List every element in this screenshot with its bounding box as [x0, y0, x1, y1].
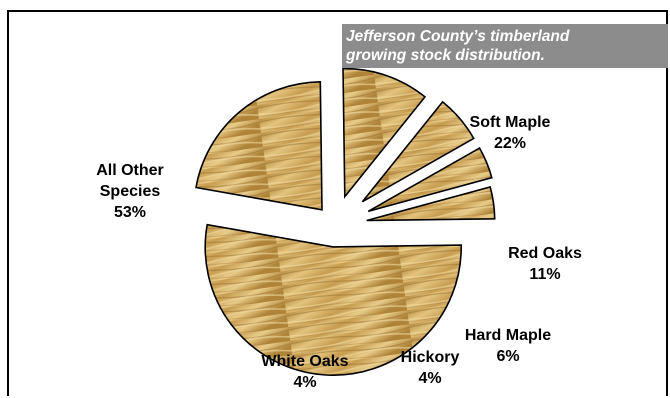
slice-label-soft-maple-percent: 22%: [494, 135, 526, 152]
slice-label-white-oaks-percent: 4%: [293, 374, 316, 391]
chart-title: Jefferson County’s timberland growing st…: [342, 24, 668, 68]
slice-label-red-oaks-percent: 11%: [529, 266, 560, 283]
slice-label-hickory-percent: 4%: [418, 370, 441, 387]
slice-label-all-other-species-percent: 53%: [114, 204, 146, 221]
slice-label-all-other-species-name: Species: [100, 183, 161, 200]
slice-label-hard-maple-name: Hard Maple: [465, 327, 551, 344]
slice-label-hickory-name: Hickory: [401, 349, 460, 366]
pie-slice-soft-maple: [195, 80, 323, 211]
pie-slice-hard-maple: [361, 100, 475, 203]
slice-label-red-oaks-name: Red Oaks: [508, 245, 582, 262]
slice-label-soft-maple-name: Soft Maple: [470, 114, 551, 131]
slice-label-all-other-species-name: All Other: [96, 162, 164, 179]
slice-label-hard-maple-percent: 6%: [496, 348, 519, 365]
pie-slice-red-oaks: [342, 67, 427, 199]
pie-slice-all-other-species: [204, 223, 463, 376]
pie-slice-hickory: [367, 147, 493, 213]
slice-label-white-oaks-name: White Oaks: [261, 353, 348, 370]
pie-slice-white-oaks: [366, 186, 496, 222]
